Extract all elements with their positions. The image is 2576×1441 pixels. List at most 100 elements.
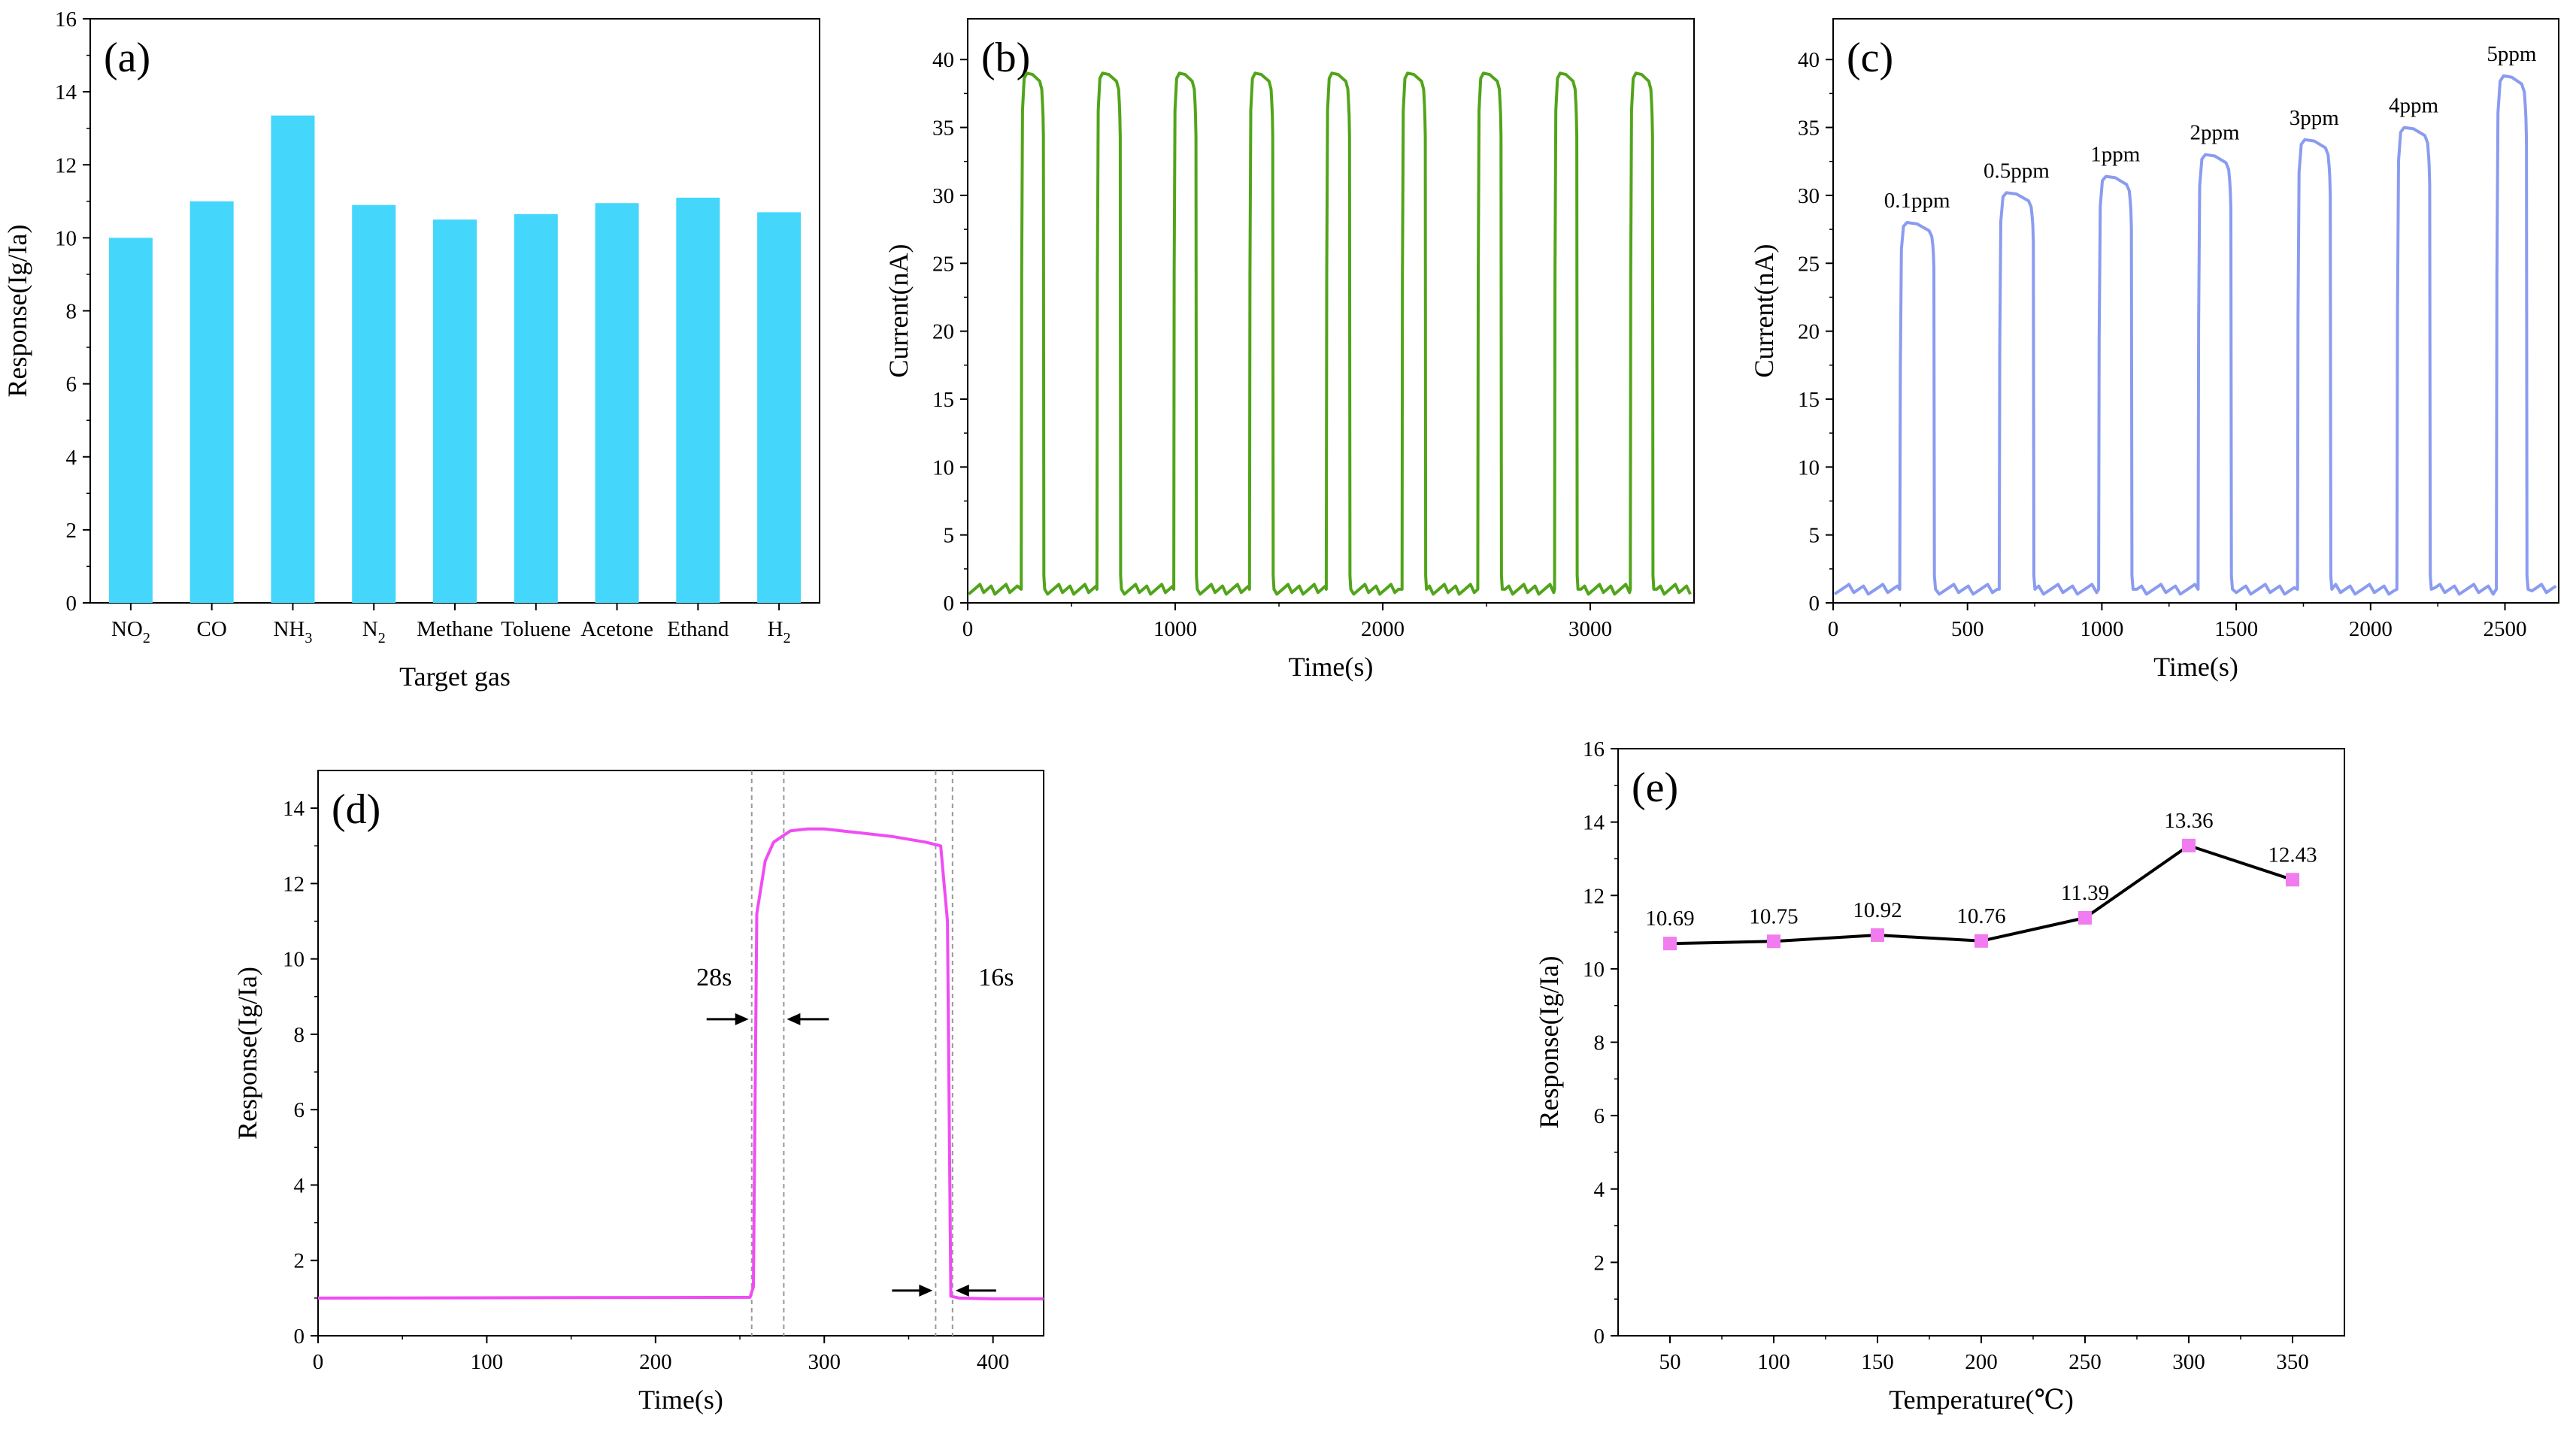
x-tick-label: 100 (1757, 1350, 1790, 1374)
category-label-subscript: 2 (783, 630, 791, 646)
y-tick-label: 5 (1809, 524, 1820, 548)
category-label: NO2 (111, 617, 150, 646)
data-point-marker (2286, 873, 2299, 887)
x-axis-title: Time(s) (1289, 652, 1374, 682)
y-axis-title: Response(Ig/Ia) (1534, 956, 1564, 1129)
panel-label: (c) (1847, 35, 1893, 81)
y-tick-label: 14 (1583, 811, 1605, 835)
category-label-base: H (768, 617, 783, 641)
data-point-marker (1767, 934, 1780, 949)
y-tick-label: 40 (932, 48, 954, 72)
concentration-label: 0.1ppm (1884, 189, 1950, 213)
panel-label: (b) (981, 35, 1030, 81)
y-tick-label: 5 (944, 524, 955, 548)
x-tick-label: 250 (2068, 1350, 2102, 1374)
bar-co (189, 201, 234, 603)
y-tick-label: 0 (294, 1324, 305, 1349)
y-tick-label: 16 (55, 8, 77, 32)
data-point-label: 10.92 (1853, 898, 1902, 922)
x-tick-label: 2000 (1361, 617, 1405, 641)
category-label-base: NH (273, 617, 305, 641)
data-point-marker (2182, 838, 2196, 852)
y-axis-title: Response(Ig/Ia) (232, 967, 262, 1140)
y-tick-label: 30 (1798, 184, 1820, 208)
y-tick-label: 0 (1594, 1324, 1605, 1349)
y-tick-label: 8 (1594, 1031, 1605, 1055)
category-label-subscript: 3 (305, 630, 312, 646)
panel-e-temperature-response-chart: 0 2 4 6 8 10 12 14 16 50 100 150 200 250 300 350 Tempera… (1534, 737, 2345, 1415)
y-tick-label: 12 (1583, 884, 1605, 908)
y-tick-label: 12 (283, 872, 305, 896)
y-tick-label: 6 (1594, 1104, 1605, 1128)
x-tick-label: 1500 (2214, 617, 2258, 641)
y-tick-label: 10 (932, 456, 954, 480)
data-point-marker (1974, 934, 1988, 948)
category-label-subscript: 2 (143, 630, 150, 646)
concentration-label: 0.5ppm (1984, 159, 2050, 183)
bar-nh (271, 115, 315, 604)
concentration-label: 1ppm (2090, 143, 2141, 167)
plot-frame (967, 18, 1695, 604)
y-tick-label: 20 (1798, 320, 1820, 344)
plot-frame (1617, 748, 2345, 1337)
x-tick-label: 1000 (2080, 617, 2123, 641)
response-arrow-left-head (735, 1013, 749, 1025)
category-label: Toluene (501, 617, 571, 641)
y-tick-label: 25 (932, 252, 954, 276)
y-axis-title: Current(nA) (1749, 244, 1779, 378)
recovery-arrow-left-head (919, 1284, 933, 1297)
bar-n (352, 204, 396, 603)
concentration-label: 5ppm (2487, 42, 2537, 66)
x-tick-label: 0 (313, 1350, 324, 1374)
y-tick-label: 16 (1583, 737, 1605, 761)
category-label-base: Toluene (501, 617, 571, 641)
y-tick-label: 35 (932, 117, 954, 141)
y-tick-label: 0 (66, 592, 77, 616)
category-label: Acetone (580, 617, 653, 641)
data-point-label: 12.43 (2268, 843, 2317, 867)
data-point-marker (1663, 937, 1677, 951)
y-tick-label: 20 (932, 320, 954, 344)
y-tick-label: 12 (55, 153, 77, 177)
category-label: H2 (768, 617, 791, 646)
concentration-label: 4ppm (2389, 94, 2439, 118)
bar-toluene (514, 213, 558, 603)
y-axis-title: Current(nA) (883, 244, 914, 378)
y-tick-label: 40 (1798, 48, 1820, 72)
response-vs-temperature-line (1669, 843, 2293, 946)
x-tick-label: 100 (471, 1350, 504, 1374)
category-label-base: Ethand (667, 617, 729, 641)
plot-frame (317, 770, 1044, 1337)
concentration-label: 3ppm (2290, 106, 2340, 130)
y-tick-label: 8 (294, 1023, 305, 1047)
panel-label: (a) (104, 35, 150, 81)
y-tick-label: 10 (283, 948, 305, 972)
panel-label: (e) (1632, 764, 1678, 811)
category-label-base: Acetone (580, 617, 653, 641)
x-tick-label: 150 (1861, 1350, 1894, 1374)
current-series-line (968, 71, 1692, 596)
y-tick-label: 4 (1594, 1178, 1605, 1202)
category-label: NH3 (273, 617, 312, 646)
category-label: CO (197, 617, 227, 641)
y-tick-label: 2 (1594, 1251, 1605, 1275)
category-label: Ethand (667, 617, 729, 641)
y-tick-label: 30 (932, 184, 954, 208)
y-tick-label: 2 (66, 519, 77, 543)
x-tick-label: 200 (1965, 1350, 1998, 1374)
x-tick-label: 3000 (1568, 617, 1612, 641)
x-tick-label: 1000 (1153, 617, 1197, 641)
panel-b-cycling-current-chart: 0 5 10 15 20 25 30 35 40 0 1000 2000 3000 Time(s) Curr… (883, 18, 1695, 682)
data-point-label: 13.36 (2164, 809, 2213, 833)
bar-methane (433, 219, 477, 603)
y-tick-label: 10 (55, 226, 77, 250)
x-tick-label: 2500 (2484, 617, 2527, 641)
category-label: N2 (362, 617, 386, 646)
data-point-label: 10.75 (1749, 904, 1798, 928)
x-tick-label: 200 (639, 1350, 672, 1374)
y-tick-label: 6 (66, 373, 77, 397)
x-tick-label: 0 (962, 617, 974, 641)
data-point-marker (2078, 911, 2092, 925)
y-tick-label: 14 (283, 797, 305, 821)
